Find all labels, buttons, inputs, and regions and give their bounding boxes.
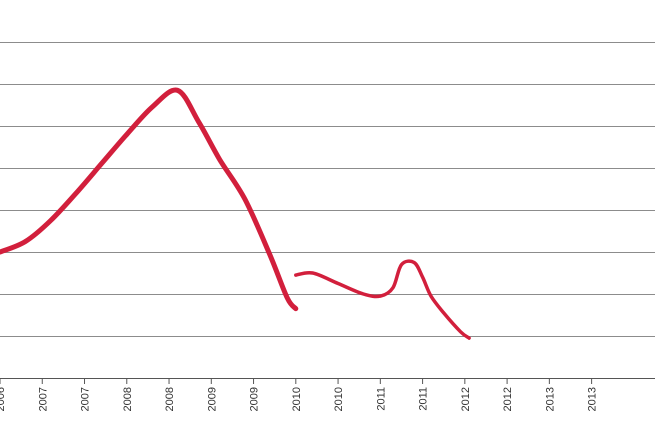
x-tick-label: 2012 [502, 387, 514, 411]
x-tick-label: 2011 [375, 387, 387, 411]
x-tick-label: 2009 [206, 387, 218, 411]
x-tick-label: 2010 [291, 387, 303, 411]
series-line-segment [0, 87, 299, 312]
x-tick-labels: 2006 2007 2007 2008 2008 2009 2009 2010 2010 2011… [0, 387, 599, 411]
grid-lines [0, 42, 655, 337]
x-tick-label: 2010 [333, 387, 345, 411]
series-line-segment [294, 259, 471, 340]
x-tick-label: 2013 [544, 387, 556, 411]
x-tick-label: 2008 [122, 387, 134, 411]
x-tick-label: 2007 [37, 387, 49, 411]
x-tick-label: 2006 [0, 387, 7, 411]
x-tick-label: 2008 [164, 387, 176, 411]
x-tick-label: 2013 [587, 387, 599, 411]
x-axis [0, 378, 655, 384]
x-tick-label: 2011 [418, 387, 430, 411]
series-layer [0, 87, 471, 340]
x-tick-label: 2007 [80, 387, 92, 411]
x-tick-label: 2012 [460, 387, 472, 411]
x-tick-label: 2009 [249, 387, 261, 411]
